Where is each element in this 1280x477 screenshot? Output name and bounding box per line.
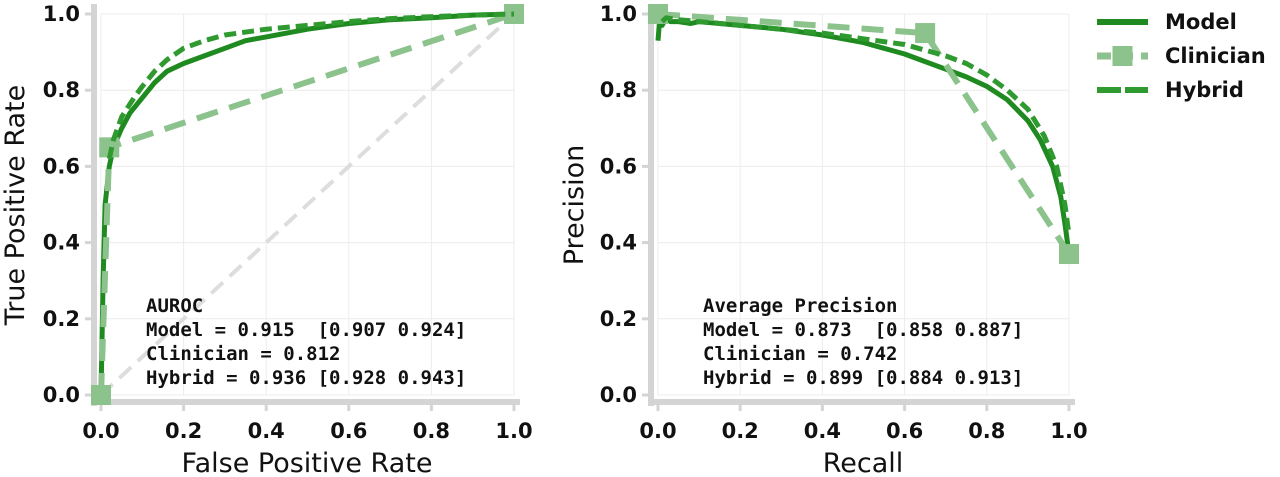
clinician-marker [915, 23, 936, 44]
y-tick-label: 0.6 [43, 154, 80, 178]
y-axis-label: True Positive Rate [0, 85, 31, 327]
legend: Model Clinician Hybrid [1097, 10, 1266, 102]
x-tick-label: 1.0 [1050, 419, 1087, 443]
x-tick-label: 0.0 [82, 419, 119, 443]
series-line-hybrid [106, 11, 515, 160]
y-tick-label: 1.0 [600, 2, 637, 26]
y-axis-label: Precision [559, 145, 590, 265]
x-axis-label: False Positive Rate [182, 448, 433, 477]
x-tick-label: 0.0 [639, 419, 676, 443]
y-tick-label: 0.4 [43, 231, 80, 255]
legend-label-clinician: Clinician [1165, 44, 1266, 68]
pr-chart: 0.0 0.2 0.4 0.6 0.8 1.0 0.0 0.2 0.4 0.6 0.8 1.0 Reca… [559, 2, 1088, 477]
metric-line: Model = 0.915 [0.907 0.924] [146, 319, 466, 341]
x-tick-label: 0.4 [804, 419, 841, 443]
x-tick-label: 0.2 [165, 419, 202, 443]
metric-title: Average Precision [703, 295, 897, 317]
series-line-hybrid [660, 15, 1072, 236]
y-tick-label: 0.4 [600, 231, 637, 255]
y-tick-label: 0.0 [43, 383, 80, 407]
y-tick-label: 0.8 [43, 78, 80, 102]
x-tick-label: 0.4 [248, 419, 285, 443]
metric-line: Clinician = 0.812 [146, 343, 340, 365]
chance-line [99, 12, 516, 397]
x-tick-label: 0.6 [886, 419, 923, 443]
metric-line: Hybrid = 0.936 [0.928 0.943] [146, 367, 466, 389]
metric-line: Clinician = 0.742 [703, 343, 897, 365]
y-tick-label: 0.0 [600, 383, 637, 407]
y-tick-label: 0.2 [600, 307, 637, 331]
clinician-marker [1059, 244, 1079, 265]
legend-marker-clinician [1112, 46, 1133, 66]
y-tick-label: 0.8 [600, 78, 637, 102]
y-tick-label: 0.2 [43, 307, 80, 331]
metric-line: Hybrid = 0.899 [0.884 0.913] [703, 367, 1023, 389]
series-line-clinician [657, 11, 1072, 256]
y-tick-label: 1.0 [43, 2, 80, 26]
x-axis-label: Recall [823, 448, 904, 477]
legend-label-model: Model [1165, 10, 1237, 34]
metric-line: Model = 0.873 [0.858 0.887] [703, 319, 1023, 341]
x-tick-label: 0.8 [968, 419, 1005, 443]
roc-chart: 0.0 0.2 0.4 0.6 0.8 1.0 0.0 0.2 0.4 0.6 0.8 1.0 Fals… [0, 2, 533, 477]
y-tick-label: 0.6 [600, 154, 637, 178]
x-tick-label: 0.8 [413, 419, 450, 443]
clinician-marker [91, 385, 111, 405]
series-line-model [655, 11, 1072, 255]
legend-label-hybrid: Hybrid [1165, 78, 1244, 102]
x-tick-label: 1.0 [495, 419, 532, 443]
x-tick-label: 0.6 [330, 419, 367, 443]
x-tick-label: 0.2 [722, 419, 759, 443]
metric-title: AUROC [146, 295, 203, 317]
